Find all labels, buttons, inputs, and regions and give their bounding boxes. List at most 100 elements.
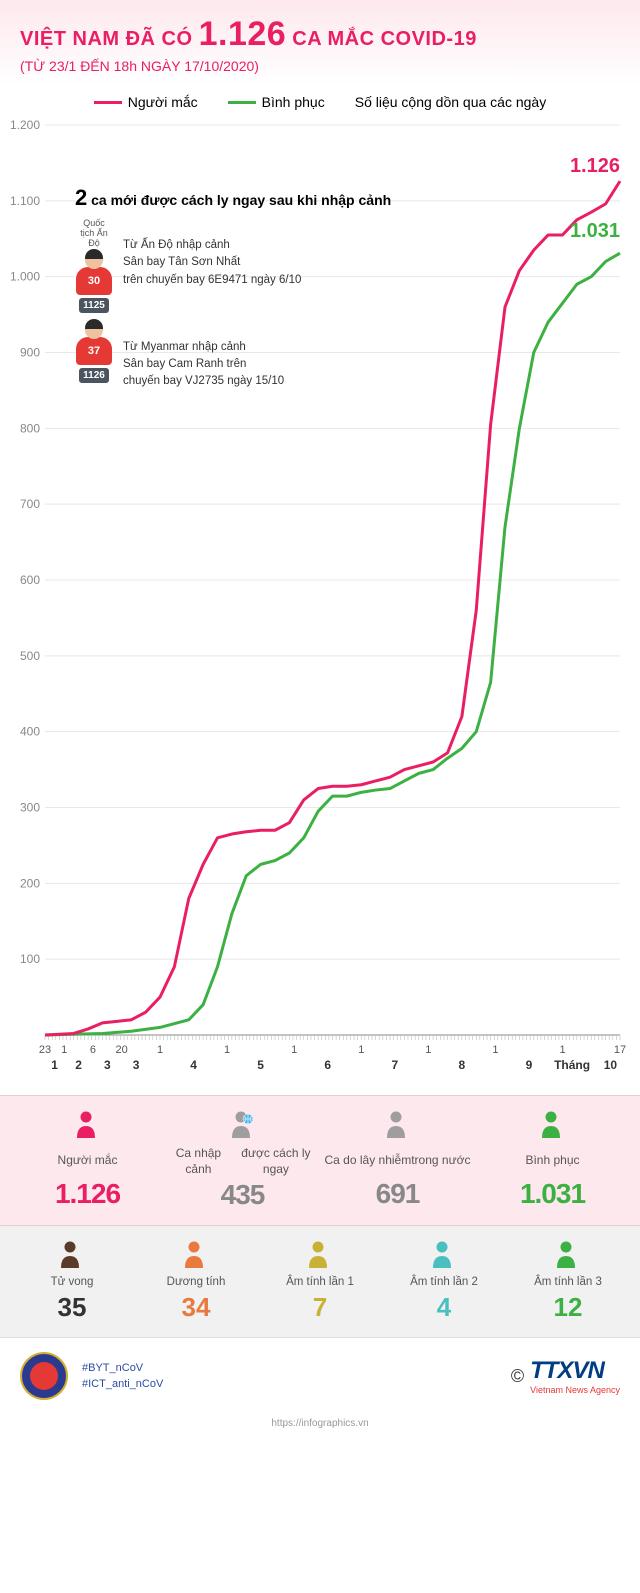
stat-card: Ca nhập cảnhđược cách ly ngay435 xyxy=(165,1110,320,1211)
svg-text:1: 1 xyxy=(492,1044,498,1056)
stat-value: 35 xyxy=(10,1292,134,1323)
svg-text:200: 200 xyxy=(20,876,40,890)
svg-text:1.200: 1.200 xyxy=(10,118,40,132)
stat-label: Bình phục xyxy=(475,1146,630,1176)
stat-card: Âm tính lần 24 xyxy=(382,1240,506,1323)
svg-text:1: 1 xyxy=(358,1044,364,1056)
svg-text:20: 20 xyxy=(116,1044,128,1056)
stat-value: 34 xyxy=(134,1292,258,1323)
svg-text:9: 9 xyxy=(526,1058,533,1072)
annotation-count: 2 xyxy=(75,185,87,210)
person-icon: 371126 xyxy=(75,321,113,383)
svg-text:3: 3 xyxy=(104,1058,111,1072)
hashtag-2: #ICT_anti_nCoV xyxy=(82,1376,163,1393)
legend-item-cases: Người mắc xyxy=(94,94,198,110)
title-number: 1.126 xyxy=(199,15,287,53)
stat-label: Âm tính lần 1 xyxy=(258,1276,382,1288)
svg-text:Tháng: Tháng xyxy=(554,1058,590,1072)
chart-legend: Người mắc Bình phục Số liệu cộng dồn qua… xyxy=(0,84,640,115)
legend-swatch-cases xyxy=(94,101,122,104)
svg-text:10: 10 xyxy=(604,1058,618,1072)
svg-text:1: 1 xyxy=(157,1044,163,1056)
stat-card: Âm tính lần 312 xyxy=(506,1240,630,1323)
stat-label: Ca nhập cảnhđược cách ly ngay xyxy=(165,1146,320,1177)
annotation-text: ca mới được cách ly ngay sau khi nhập cả… xyxy=(91,192,391,208)
svg-text:6: 6 xyxy=(324,1058,331,1072)
case-description: Từ Ấn Độ nhập cảnhSân bay Tân Sơn Nhấttr… xyxy=(123,219,301,289)
svg-text:300: 300 xyxy=(20,801,40,815)
person-icon xyxy=(385,1110,411,1142)
svg-text:17: 17 xyxy=(614,1044,626,1056)
svg-text:500: 500 xyxy=(20,649,40,663)
stat-value: 1.031 xyxy=(475,1178,630,1210)
agency-name: TTXVN xyxy=(530,1357,620,1385)
endpoint-cases: 1.126 xyxy=(570,155,620,178)
svg-text:900: 900 xyxy=(20,346,40,360)
header-block: VIỆT NAM ĐÃ CÓ 1.126 CA MẮC COVID-19 (TỪ… xyxy=(0,0,640,84)
svg-text:6: 6 xyxy=(90,1044,96,1056)
hashtag-list: #BYT_nCoV #ICT_anti_nCoV xyxy=(82,1360,163,1393)
svg-text:1: 1 xyxy=(224,1044,230,1056)
copyright-icon: © xyxy=(511,1366,524,1387)
svg-text:700: 700 xyxy=(20,497,40,511)
stat-card: Ca do lây nhiễmtrong nước691 xyxy=(320,1110,475,1211)
stats-row-primary: Người mắc1.126Ca nhập cảnhđược cách ly n… xyxy=(0,1095,640,1226)
endpoint-recovered: 1.031 xyxy=(570,220,620,243)
annotation-box: 2 ca mới được cách ly ngay sau khi nhập … xyxy=(75,185,415,390)
person-icon xyxy=(540,1110,566,1142)
svg-text:400: 400 xyxy=(20,725,40,739)
case-row: Quốc tịch Ấn Độ301125 Từ Ấn Độ nhập cảnhS… xyxy=(75,219,415,313)
stat-value: 435 xyxy=(165,1179,320,1211)
infographic-container: VIỆT NAM ĐÃ CÓ 1.126 CA MẮC COVID-19 (TỪ… xyxy=(0,0,640,1437)
footer-url: https://infographics.vn xyxy=(0,1414,640,1437)
svg-text:1: 1 xyxy=(61,1044,67,1056)
subtitle: (TỪ 23/1 ĐẾN 18h NGÀY 17/10/2020) xyxy=(20,58,620,74)
svg-text:1.000: 1.000 xyxy=(10,270,40,284)
legend-label-recovered: Bình phục xyxy=(262,94,325,110)
main-title: VIỆT NAM ĐÃ CÓ 1.126 CA MẮC COVID-19 xyxy=(20,15,620,54)
person-icon xyxy=(307,1240,333,1272)
case-description: Từ Myanmar nhập cảnhSân bay Cam Ranh trê… xyxy=(123,321,284,391)
svg-text:2: 2 xyxy=(75,1058,82,1072)
svg-text:1: 1 xyxy=(291,1044,297,1056)
agency-subtitle: Vietnam News Agency xyxy=(530,1385,620,1395)
person-icon xyxy=(75,1110,101,1142)
stat-value: 7 xyxy=(258,1292,382,1323)
footer: #BYT_nCoV #ICT_anti_nCoV © TTXVN Vietnam… xyxy=(0,1338,640,1414)
svg-text:7: 7 xyxy=(391,1058,398,1072)
legend-swatch-recovered xyxy=(228,101,256,104)
svg-text:5: 5 xyxy=(257,1058,264,1072)
title-prefix: VIỆT NAM ĐÃ CÓ xyxy=(20,28,193,50)
legend-item-recovered: Bình phục xyxy=(228,94,325,110)
svg-text:1: 1 xyxy=(425,1044,431,1056)
stat-label: Dương tính xyxy=(134,1276,258,1288)
person-icon xyxy=(431,1240,457,1272)
case-row: 371126 Từ Myanmar nhập cảnhSân bay Cam Ra… xyxy=(75,321,415,391)
stat-card: Bình phục1.031 xyxy=(475,1110,630,1211)
stat-label: Người mắc xyxy=(10,1146,165,1176)
svg-text:1: 1 xyxy=(51,1058,58,1072)
stat-value: 12 xyxy=(506,1292,630,1323)
person-icon: Quốc tịch Ấn Độ301125 xyxy=(75,219,113,313)
health-ministry-logo xyxy=(20,1352,68,1400)
svg-text:1.100: 1.100 xyxy=(10,194,40,208)
chart-area: 1002003004005006007008009001.0001.1001.2… xyxy=(0,115,640,1095)
stat-card: Tử vong 35 xyxy=(10,1240,134,1323)
person-icon xyxy=(555,1240,581,1272)
svg-text:8: 8 xyxy=(459,1058,466,1072)
stat-label: Tử vong xyxy=(10,1276,134,1288)
person-icon xyxy=(59,1240,85,1272)
stat-value: 691 xyxy=(320,1178,475,1210)
annotation-title: 2 ca mới được cách ly ngay sau khi nhập … xyxy=(75,185,415,211)
svg-text:800: 800 xyxy=(20,421,40,435)
stats-row-secondary: Tử vong35Dương tính34Âm tính lần 17Âm tí… xyxy=(0,1226,640,1338)
stat-value: 1.126 xyxy=(10,1178,165,1210)
svg-text:1: 1 xyxy=(559,1044,565,1056)
stat-label: Ca do lây nhiễmtrong nước xyxy=(320,1146,475,1176)
svg-text:23: 23 xyxy=(39,1044,51,1056)
legend-note: Số liệu cộng dồn qua các ngày xyxy=(355,94,546,110)
svg-text:600: 600 xyxy=(20,573,40,587)
hashtag-1: #BYT_nCoV xyxy=(82,1360,163,1377)
title-suffix: CA MẮC COVID-19 xyxy=(292,28,477,50)
stat-card: Dương tính 34 xyxy=(134,1240,258,1323)
